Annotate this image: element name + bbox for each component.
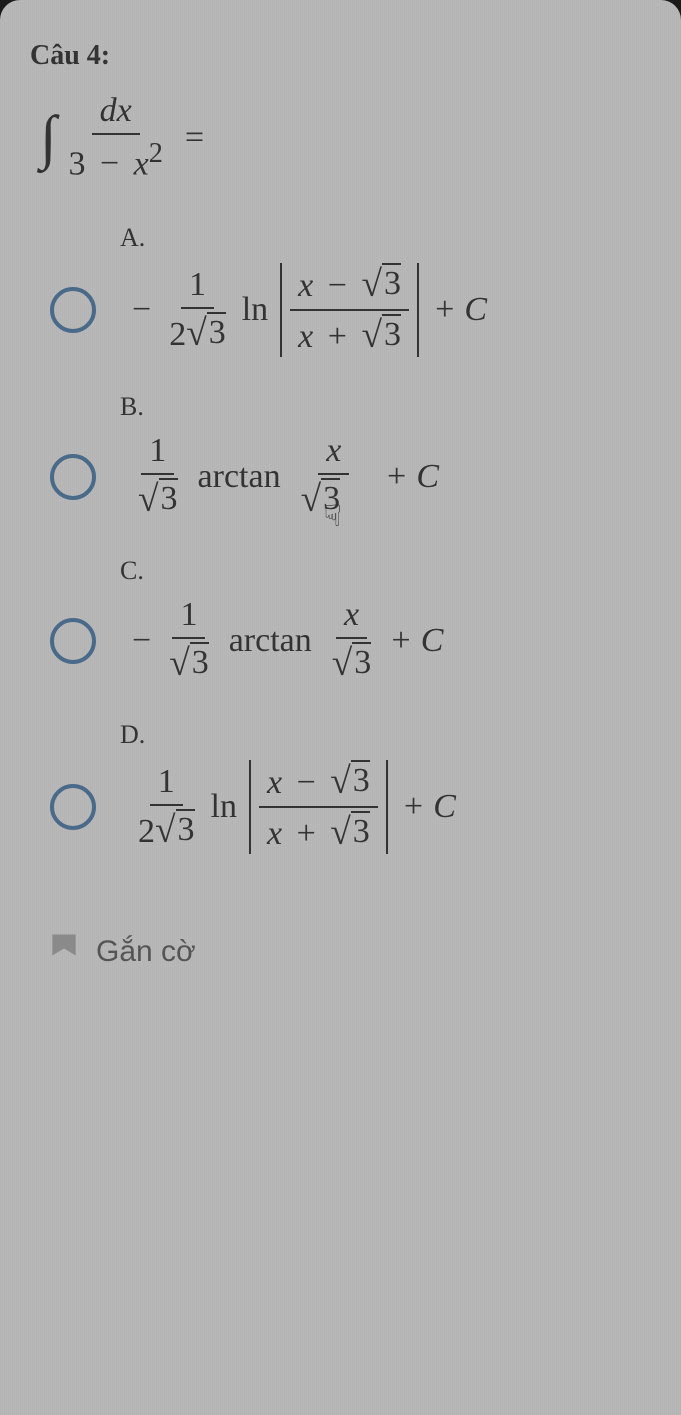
arg-den: √3 — [324, 639, 380, 685]
equals-sign: = — [185, 119, 204, 157]
option-a[interactable]: − 1 2√3 ln x − √3 x + — [30, 263, 651, 357]
integral-numerator: dx — [92, 92, 140, 135]
var: x — [298, 267, 313, 304]
option-c[interactable]: − 1 √3 arctan x √3 + C — [30, 596, 651, 685]
abs-num: x − √3 — [290, 263, 409, 311]
flag-question[interactable]: Gắn cờ — [30, 934, 651, 970]
option-b[interactable]: 1 √3 arctan x √3 ☟ + C — [30, 432, 651, 521]
flag-label: Gắn cờ — [96, 935, 196, 969]
rad: 3 — [382, 263, 401, 303]
rad: 3 — [207, 312, 226, 352]
fn-arctan: arctan — [229, 622, 312, 660]
frac-num: 1 — [150, 763, 183, 806]
rad: 3 — [159, 478, 178, 518]
den-var: x — [134, 145, 149, 182]
tail: + C — [385, 458, 439, 496]
option-b-label: B. — [120, 392, 651, 422]
question-integral: ∫ dx 3 − x2 = — [30, 92, 651, 183]
integral-symbol: ∫ — [40, 103, 56, 172]
abs-num: x − √3 — [259, 760, 378, 808]
rad: 3 — [351, 811, 370, 851]
frac-num: 1 — [172, 596, 205, 639]
arg-den: √3 ☟ — [293, 475, 375, 521]
abs-den: x + √3 — [290, 311, 409, 357]
rad: 3 — [382, 314, 401, 354]
den-const: 3 — [68, 145, 85, 182]
frac-den: √3 — [130, 475, 186, 521]
fn-arctan: arctan — [198, 458, 281, 496]
radio-d[interactable] — [50, 784, 96, 830]
radio-c[interactable] — [50, 618, 96, 664]
abs-den: x + √3 — [259, 808, 378, 854]
frac-num: 1 — [141, 432, 174, 475]
hand-cursor-icon: ☟ — [324, 500, 342, 533]
question-number: Câu 4: — [30, 40, 651, 72]
option-a-label: A. — [120, 223, 651, 253]
coef: 2 — [138, 813, 155, 850]
option-b-formula: 1 √3 arctan x √3 ☟ + C — [126, 432, 439, 521]
option-d-label: D. — [120, 720, 651, 750]
var: x — [267, 764, 282, 801]
tail: + C — [433, 291, 487, 329]
rad: 3 — [351, 760, 370, 800]
option-c-label: C. — [120, 556, 651, 586]
tail: + C — [389, 622, 443, 660]
var: x — [267, 815, 282, 852]
neg-sign: − — [132, 622, 151, 660]
tail: + C — [402, 788, 456, 826]
option-d-formula: 1 2√3 ln x − √3 x + √3 — [126, 760, 456, 854]
fn-ln: ln — [242, 291, 268, 329]
option-a-formula: − 1 2√3 ln x − √3 x + — [126, 263, 487, 357]
rad: 3 — [352, 642, 371, 682]
question-page: Câu 4: ∫ dx 3 − x2 = A. − 1 2√3 — [0, 0, 681, 1415]
rad: 3 — [176, 809, 195, 849]
option-c-formula: − 1 √3 arctan x √3 + C — [126, 596, 443, 685]
arg-num: x — [318, 432, 349, 475]
frac-den: √3 — [161, 639, 217, 685]
option-d[interactable]: 1 2√3 ln x − √3 x + √3 — [30, 760, 651, 854]
frac-den: 2√3 — [161, 309, 234, 355]
radio-a[interactable] — [50, 287, 96, 333]
frac-num: 1 — [181, 266, 214, 309]
coef: 2 — [169, 316, 186, 353]
den-exp: 2 — [149, 138, 163, 169]
frac-den: 2√3 — [130, 806, 203, 852]
neg-sign: − — [132, 291, 151, 329]
fn-ln: ln — [211, 788, 237, 826]
var: x — [298, 318, 313, 355]
arg-num: x — [336, 596, 367, 639]
rad: 3 — [190, 642, 209, 682]
flag-icon — [50, 934, 78, 970]
integral-denominator: 3 − x2 — [60, 135, 170, 183]
radio-b[interactable] — [50, 454, 96, 500]
